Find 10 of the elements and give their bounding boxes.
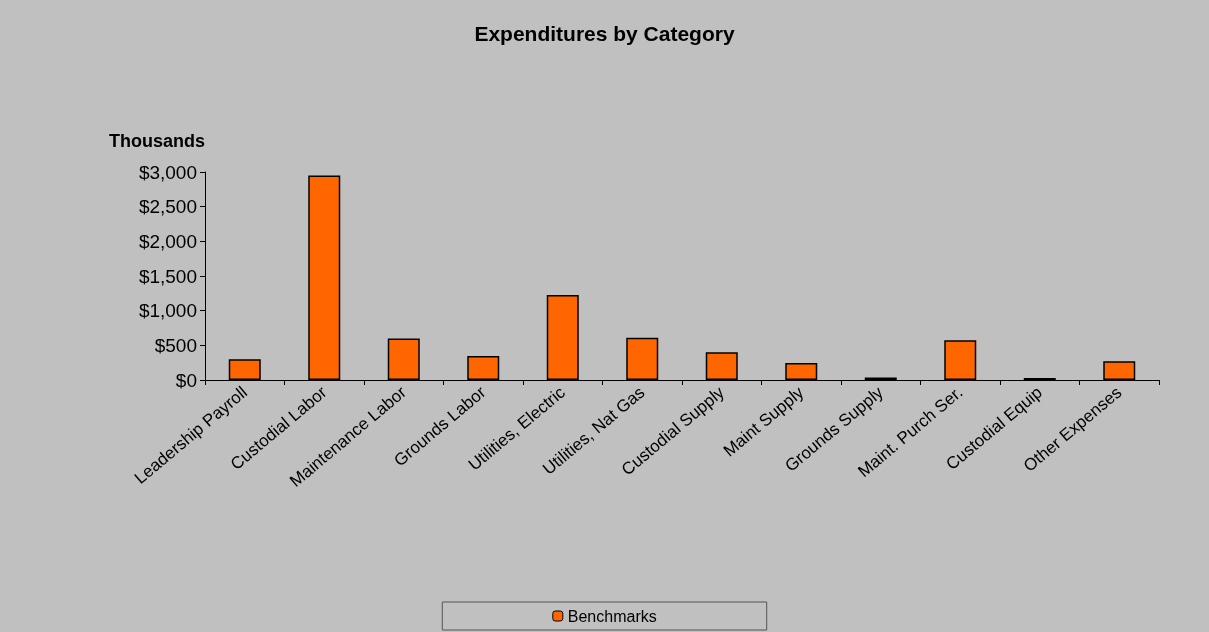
y-tick-label: $500 <box>154 334 197 356</box>
y-tick-label: $0 <box>175 369 197 391</box>
legend-label: Benchmarks <box>567 607 657 625</box>
y-tick-label: $2,000 <box>138 230 197 252</box>
y-tick-label: $1,000 <box>138 300 197 322</box>
y-tick-label: $1,500 <box>138 265 197 287</box>
y-tick-label: $3,000 <box>138 161 197 183</box>
y-axis-title: Thousands <box>108 131 205 151</box>
y-tick-label: $2,500 <box>138 196 197 218</box>
chart-title: Expenditures by Category <box>474 22 735 45</box>
